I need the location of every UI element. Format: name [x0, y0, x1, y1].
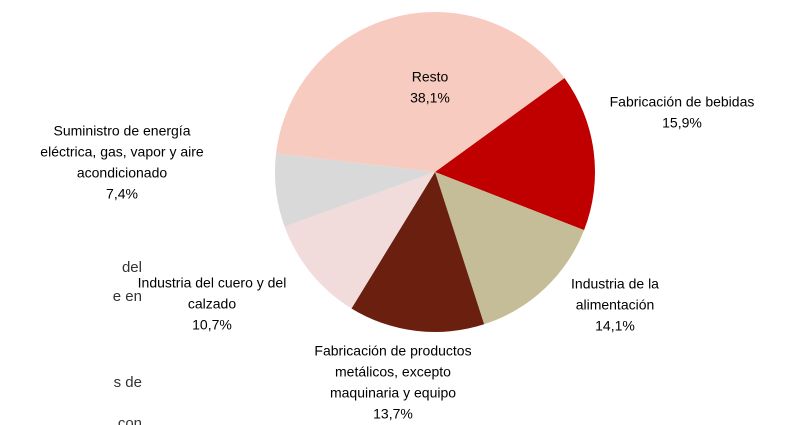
slice-label: eléctrica, gas, vapor y aire — [40, 144, 204, 160]
slice-label: alimentación — [576, 297, 655, 313]
slice-label: Industria del cuero y del — [138, 275, 287, 291]
slice-label: Fabricación de bebidas — [610, 94, 755, 110]
slice-label: calzado — [188, 296, 236, 312]
value-label: 38,1% — [410, 90, 450, 106]
slice-label: Fabricación de productos — [314, 343, 471, 359]
pie-slice — [276, 11, 565, 173]
value-label: 7,4% — [106, 186, 138, 202]
slice-label: acondicionado — [77, 165, 168, 181]
slice-label: Resto — [412, 69, 449, 85]
pie-slice — [351, 172, 485, 332]
background-text: e en — [113, 288, 142, 305]
pie-slice — [435, 77, 595, 231]
background-text: con — [118, 415, 142, 425]
value-label: 10,7% — [192, 317, 232, 333]
slice-label: metálicos, excepto — [335, 364, 451, 380]
slice-label: maquinaria y equipo — [330, 385, 456, 401]
value-label: 13,7% — [373, 406, 413, 422]
background-text: del — [122, 259, 142, 276]
pie-slice — [284, 172, 435, 309]
background-text: s de — [114, 374, 142, 391]
slice-label: Suministro de energía — [54, 123, 191, 139]
pie-slice — [275, 153, 435, 227]
slice-label: Industria de la — [571, 276, 659, 292]
value-label: 14,1% — [595, 318, 635, 334]
value-label: 15,9% — [662, 115, 702, 131]
pie-slice — [435, 172, 585, 325]
